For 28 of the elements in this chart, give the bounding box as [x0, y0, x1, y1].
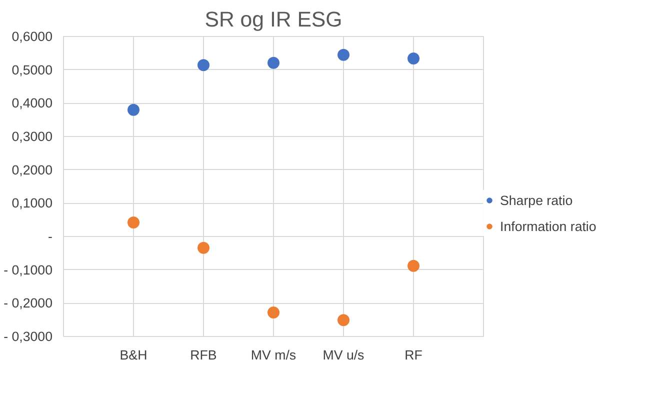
- legend-label: Information ratio: [500, 218, 596, 234]
- y-tick-label: 0,4000: [12, 96, 52, 111]
- point: [198, 242, 210, 254]
- x-tick-label: MV m/s: [250, 348, 296, 362]
- point: [338, 314, 350, 326]
- y-tick-label: - 0,3000: [4, 329, 53, 344]
- x-tick-label: B&H: [120, 348, 148, 362]
- y-tick-label: 0,2000: [12, 162, 52, 178]
- x-tick-label: RFB: [190, 348, 217, 362]
- point: [128, 216, 140, 228]
- legend-label: Sharpe ratio: [500, 192, 573, 208]
- chart-title: SR og IR ESG: [204, 8, 342, 32]
- point: [128, 104, 140, 116]
- x-tick-label: MV u/s: [322, 348, 365, 362]
- point: [408, 260, 420, 272]
- point: [268, 56, 280, 69]
- y-tick-label: - 0,2000: [4, 296, 53, 311]
- point: [338, 48, 350, 61]
- point: [268, 306, 280, 318]
- y-tick-label: -: [48, 229, 53, 244]
- point: [198, 59, 210, 72]
- x-tick-label: RF: [404, 348, 422, 362]
- point: [408, 52, 420, 64]
- y-tick-label: 0,5000: [12, 62, 52, 78]
- y-tick-label: - 0,1000: [4, 262, 53, 278]
- y-tick-label: 0,6000: [12, 29, 52, 44]
- y-tick-label: 0,1000: [12, 196, 52, 211]
- y-tick-label: 0,3000: [12, 129, 52, 144]
